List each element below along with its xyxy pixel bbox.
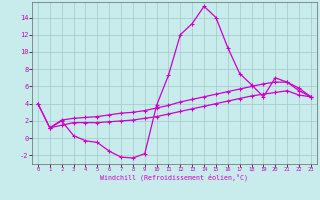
X-axis label: Windchill (Refroidissement éolien,°C): Windchill (Refroidissement éolien,°C) [100, 174, 248, 181]
